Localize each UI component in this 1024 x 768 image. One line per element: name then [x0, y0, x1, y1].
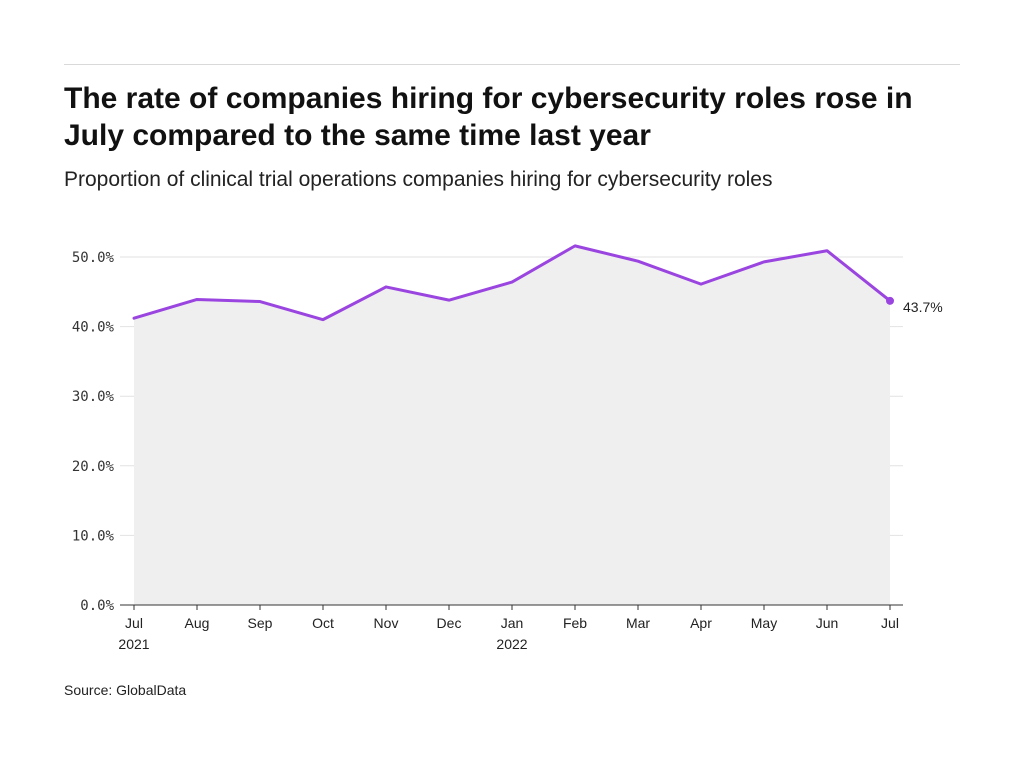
x-tick-label: Jul	[881, 615, 899, 631]
x-tick-label: Sep	[248, 615, 273, 631]
series-line	[132, 244, 892, 322]
area-fill	[134, 245, 890, 605]
x-tick-label: Jan	[501, 615, 524, 631]
x-tick-marks	[133, 605, 891, 610]
x-tick-label: Apr	[690, 615, 712, 631]
y-tick-label: 40.0%	[72, 320, 115, 336]
x-tick-label: Feb	[563, 615, 587, 631]
x-tick-label: Jul	[125, 615, 143, 631]
x-year-label: 2021	[118, 636, 149, 652]
end-point-marker	[886, 296, 894, 305]
y-tick-label: 0.0%	[80, 598, 114, 614]
source-note: Source: GlobalData	[64, 682, 187, 698]
x-tick-label: Dec	[437, 615, 462, 631]
y-tick-labels: 0.0% 10.0% 20.0% 30.0% 40.0% 50.0%	[72, 250, 115, 614]
y-tick-label: 10.0%	[72, 528, 115, 544]
x-year-label: 2022	[496, 636, 527, 652]
top-divider	[64, 64, 960, 65]
x-tick-label: Nov	[374, 615, 399, 631]
chart-title: The rate of companies hiring for cyberse…	[64, 82, 913, 152]
x-tick-label: Mar	[626, 615, 650, 631]
x-tick-labels: Jul 2021 Aug Sep Oct Nov Dec Jan 2022 Feb Mar Apr Ma…	[118, 615, 899, 652]
chart-subtitle: Proportion of clinical trial operations …	[64, 168, 773, 191]
x-tick-label: Jun	[816, 615, 839, 631]
y-tick-label: 20.0%	[72, 459, 115, 475]
end-value-label: 43.7%	[903, 299, 943, 315]
x-tick-label: May	[751, 615, 777, 631]
x-tick-label: Oct	[312, 615, 334, 631]
y-tick-label: 30.0%	[72, 389, 115, 405]
x-tick-label: Aug	[185, 615, 210, 631]
y-tick-label: 50.0%	[72, 250, 115, 266]
